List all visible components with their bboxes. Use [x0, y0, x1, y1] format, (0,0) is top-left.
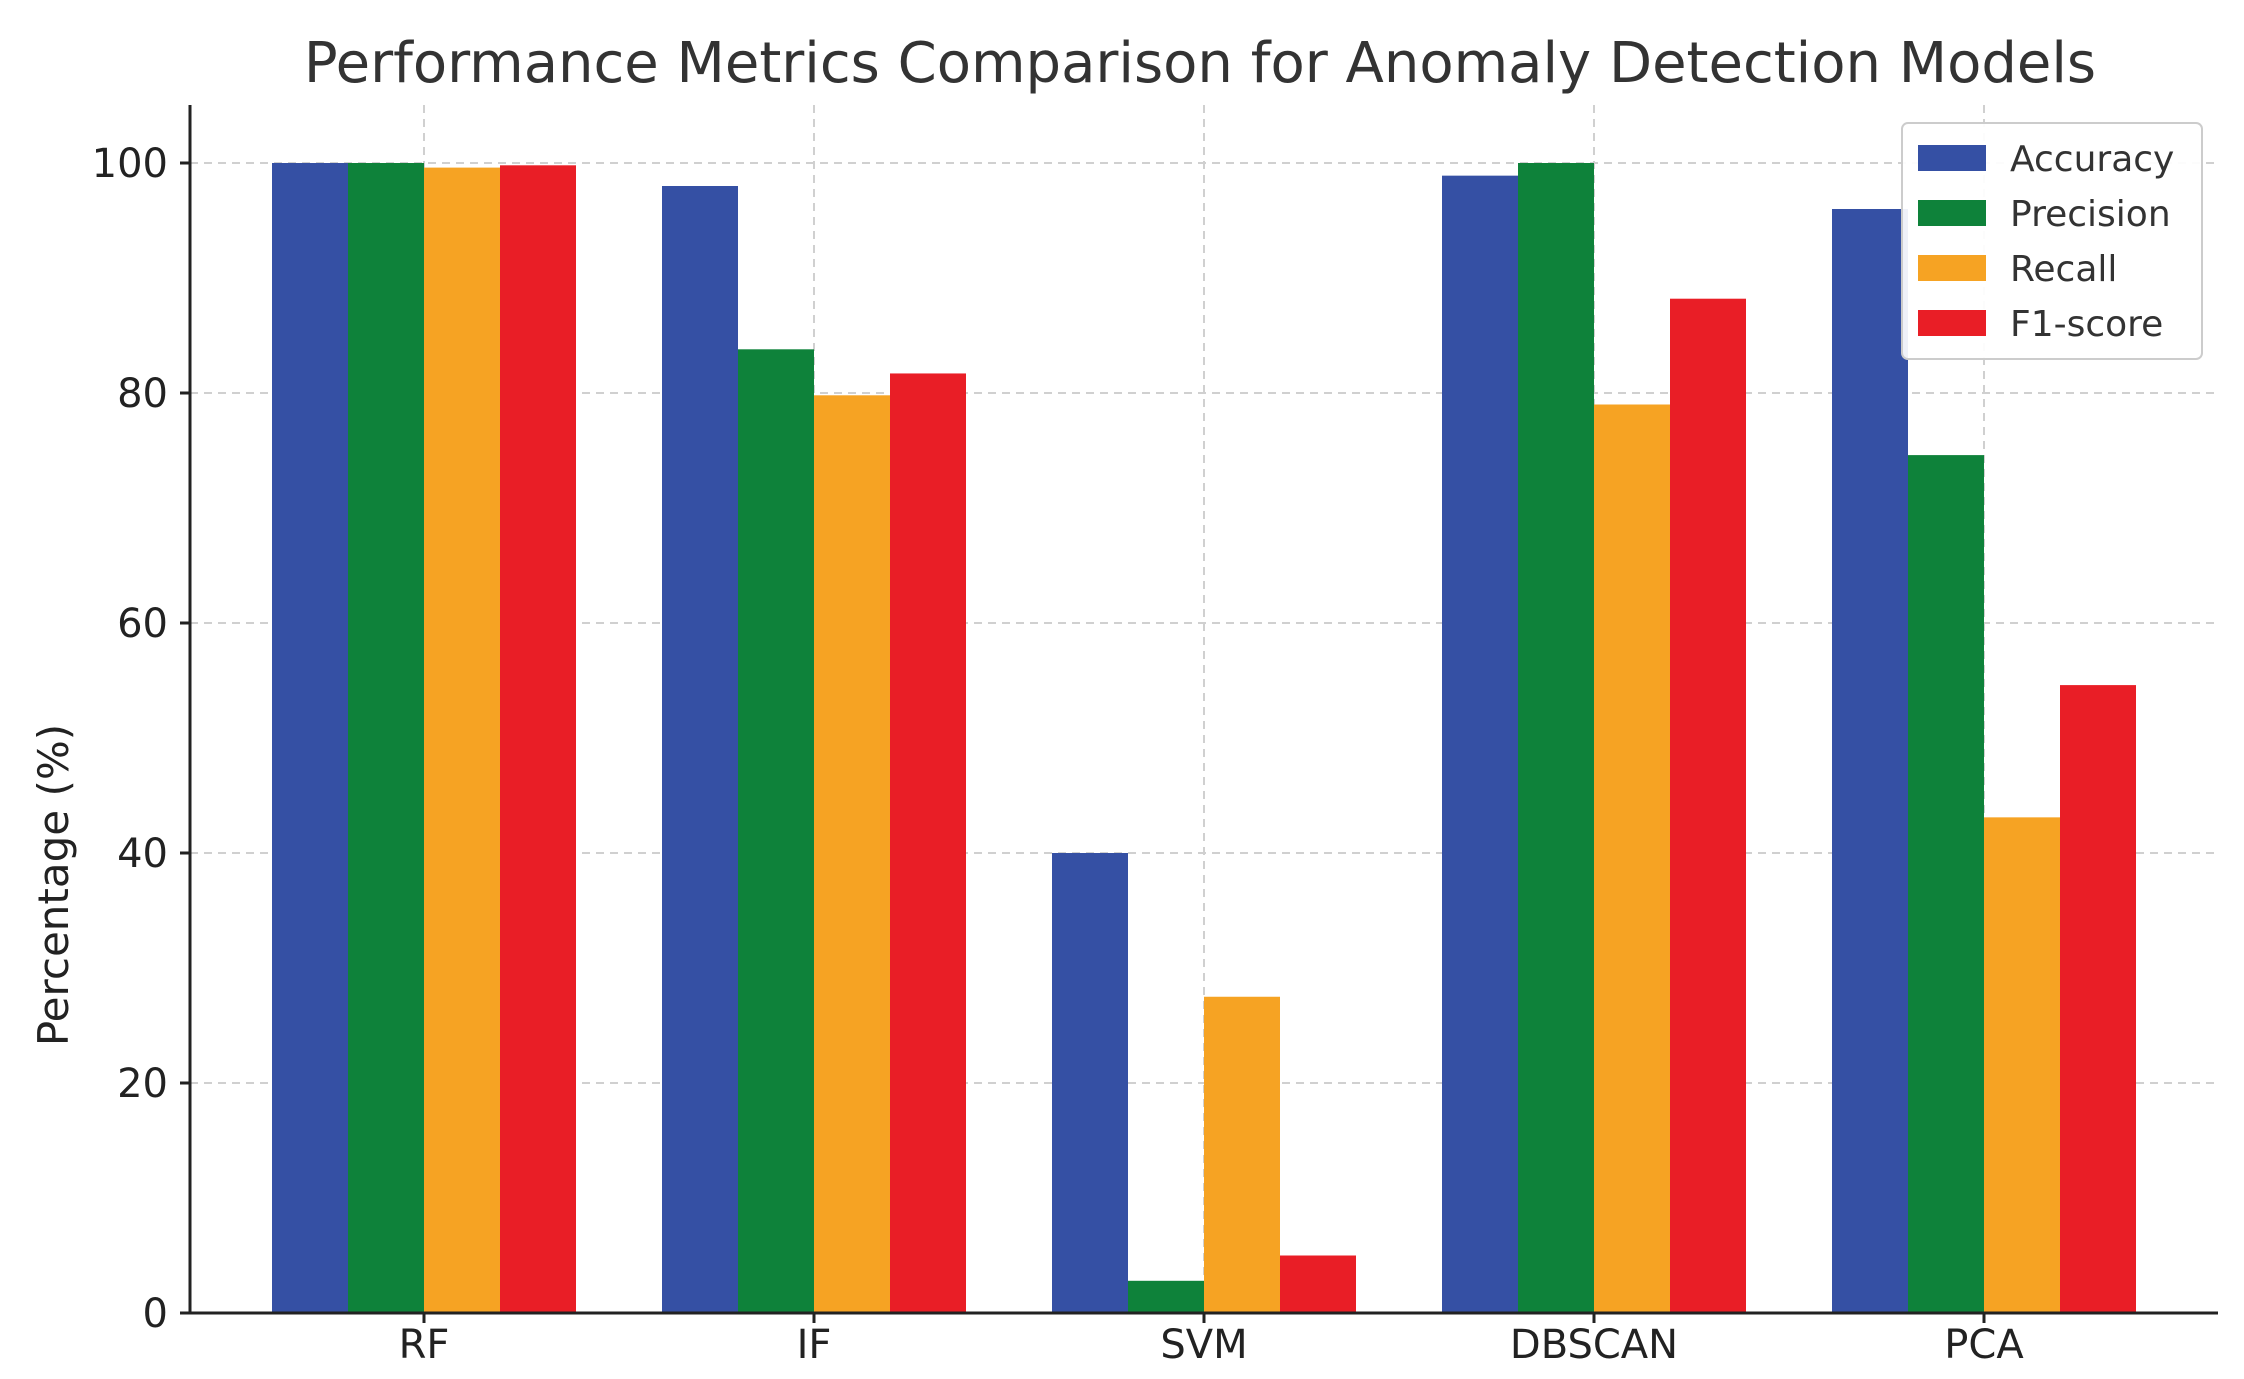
- bar-dbscan-recall: [1594, 404, 1670, 1313]
- y-tick-label-60: 60: [117, 601, 168, 647]
- bar-rf-accuracy: [272, 163, 348, 1313]
- bar-if-recall: [814, 395, 890, 1313]
- bars: [272, 163, 2136, 1314]
- bar-if-f1-score: [890, 373, 966, 1313]
- legend-label-precision: Precision: [2010, 194, 2171, 235]
- x-tick-label-rf: RF: [399, 1322, 450, 1368]
- bar-dbscan-precision: [1518, 163, 1594, 1313]
- y-tick-label-100: 100: [92, 141, 168, 187]
- bar-dbscan-f1-score: [1670, 298, 1746, 1313]
- legend-swatch-accuracy: [1918, 145, 1986, 171]
- bar-svm-accuracy: [1052, 853, 1128, 1313]
- legend-swatch-f1-score: [1918, 310, 1986, 336]
- bar-svm-precision: [1128, 1280, 1204, 1313]
- bar-dbscan-accuracy: [1442, 175, 1518, 1313]
- y-axis-label: Percentage (%): [29, 724, 78, 1046]
- legend: Accuracy Precision Recall F1-score: [1901, 122, 2203, 360]
- y-tick-label-40: 40: [117, 831, 168, 877]
- bar-pca-f1-score: [2060, 685, 2136, 1313]
- legend-label-recall: Recall: [2010, 249, 2117, 290]
- y-tick-label-80: 80: [117, 371, 168, 417]
- tick-labels: 0 20 40 60 80 100 RF IF SVM DBSCAN PCA: [92, 141, 2025, 1368]
- x-tick-label-pca: PCA: [1944, 1322, 2024, 1368]
- bar-rf-recall: [424, 167, 500, 1314]
- bar-svm-recall: [1204, 996, 1280, 1313]
- axes: [180, 105, 2218, 1323]
- legend-swatch-recall: [1918, 255, 1986, 281]
- bar-rf-f1-score: [500, 165, 576, 1313]
- y-tick-label-0: 0: [143, 1291, 168, 1337]
- bar-pca-accuracy: [1832, 209, 1908, 1313]
- x-tick-label-if: IF: [797, 1322, 832, 1368]
- legend-box: [1901, 122, 2203, 360]
- y-tick-label-20: 20: [117, 1061, 168, 1107]
- bar-svm-f1-score: [1280, 1255, 1356, 1313]
- bar-pca-recall: [1984, 817, 2060, 1313]
- x-tick-label-dbscan: DBSCAN: [1510, 1322, 1678, 1368]
- legend-label-f1-score: F1-score: [2010, 304, 2163, 345]
- legend-swatch-precision: [1918, 200, 1986, 226]
- x-tick-label-svm: SVM: [1160, 1322, 1247, 1368]
- bar-rf-precision: [348, 163, 424, 1313]
- legend-label-accuracy: Accuracy: [2010, 139, 2174, 180]
- chart-title: Performance Metrics Comparison for Anoma…: [304, 31, 2096, 96]
- bar-if-accuracy: [662, 186, 738, 1313]
- bar-if-precision: [738, 349, 814, 1313]
- bar-pca-precision: [1908, 455, 1984, 1314]
